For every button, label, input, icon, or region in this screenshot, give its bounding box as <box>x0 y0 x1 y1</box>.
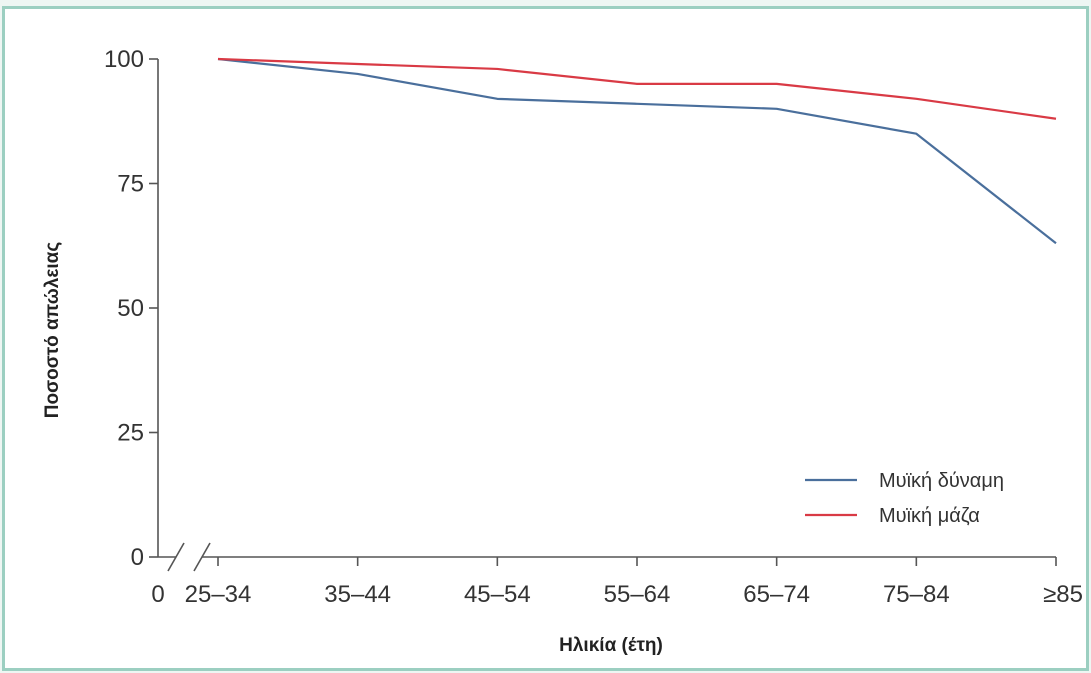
x-tick-label: 35–44 <box>324 581 391 608</box>
axis-break-slash <box>167 542 185 572</box>
x-origin-label: 0 <box>151 581 164 608</box>
legend-label: Μυϊκή μάζα <box>879 505 980 527</box>
legend-label: Μυϊκή δύναμη <box>879 470 1004 492</box>
y-tick-label: 0 <box>131 544 144 571</box>
x-ticks: 25–34 35–44 45–54 55–64 65–74 75–84 ≥85 <box>185 557 1083 608</box>
y-tick-label: 100 <box>104 46 144 73</box>
x-tick-label: 25–34 <box>185 581 252 608</box>
x-tick-label: 45–54 <box>464 581 531 608</box>
x-tick-label: 55–64 <box>604 581 671 608</box>
y-axis-title: Ποσοστό απώλειας <box>42 242 63 419</box>
x-tick-label: 65–74 <box>743 581 810 608</box>
x-tick-label: 75–84 <box>883 581 950 608</box>
y-tick-label: 50 <box>117 295 144 322</box>
x-tick-label: ≥85 <box>1043 581 1083 608</box>
y-tick-label: 75 <box>117 171 144 198</box>
axes <box>157 59 1056 572</box>
axis-break-gap <box>176 551 202 563</box>
y-tick-label: 25 <box>117 420 144 447</box>
series-line-mass <box>217 57 1057 120</box>
y-ticks: 0 25 50 75 100 <box>104 46 158 571</box>
series-line-strength <box>217 57 1057 245</box>
axis-break-marker <box>167 542 211 572</box>
series-lines <box>217 57 1057 245</box>
x-axis-title: Ηλικία (έτη) <box>559 635 663 656</box>
axis-break-slash <box>193 542 211 572</box>
legend: Μυϊκή δύναμη Μυϊκή μάζα <box>805 470 1004 527</box>
